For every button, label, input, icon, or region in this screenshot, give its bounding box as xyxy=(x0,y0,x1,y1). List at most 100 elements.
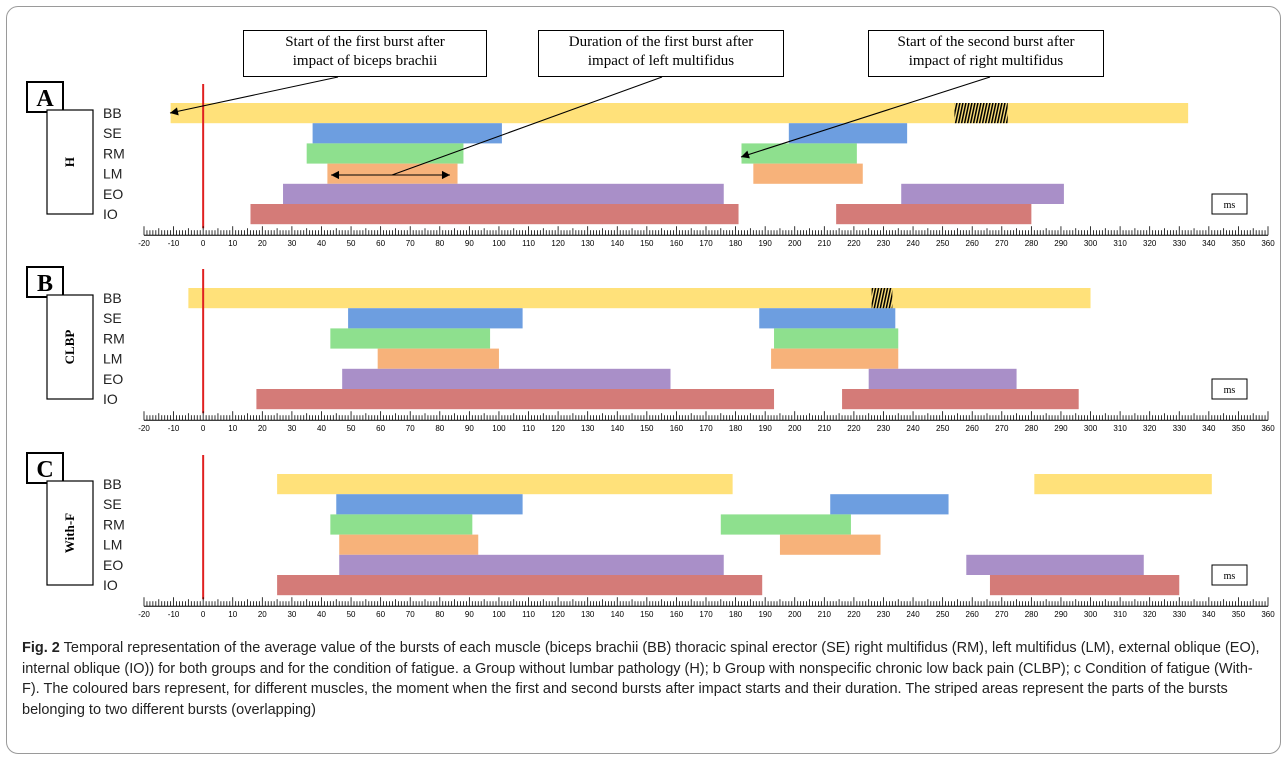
panel-letter: B xyxy=(37,271,53,297)
x-tick-label: 180 xyxy=(729,610,743,619)
x-tick-label: 40 xyxy=(317,610,326,619)
burst-bar-eo xyxy=(339,554,724,575)
burst-bar-rm xyxy=(330,514,473,535)
x-tick-label: 310 xyxy=(1113,610,1127,619)
x-tick-label: 110 xyxy=(522,239,535,248)
x-tick-label: 170 xyxy=(699,424,713,433)
x-tick-label: 300 xyxy=(1084,239,1098,248)
x-tick-label: 350 xyxy=(1232,239,1246,248)
x-tick-label: 20 xyxy=(258,239,267,248)
x-tick-label: 260 xyxy=(966,610,980,619)
x-tick-label: 30 xyxy=(287,239,296,248)
callout-leader-duration xyxy=(391,76,663,176)
panel-c: C With-F BB SE RM LM EO IO ms -20 -10 0 10 20 30 40 50 60… xyxy=(26,452,1275,619)
burst-bar-eo xyxy=(868,368,1017,389)
x-tick-label: 120 xyxy=(551,424,565,433)
x-tick-label: 290 xyxy=(1054,610,1068,619)
x-tick-label: 250 xyxy=(936,610,950,619)
x-tick-label: 40 xyxy=(317,239,326,248)
x-tick-label: 310 xyxy=(1113,424,1127,433)
x-tick-label: 270 xyxy=(995,610,1009,619)
x-tick-label: 150 xyxy=(640,610,654,619)
x-tick-label: 110 xyxy=(522,610,535,619)
x-tick-label: 70 xyxy=(406,424,415,433)
x-tick-label: 140 xyxy=(611,424,625,433)
x-tick-label: 190 xyxy=(758,610,772,619)
callout-arrow-start-first-head xyxy=(170,107,179,116)
x-tick-label: 60 xyxy=(376,424,385,433)
x-tick-label: 100 xyxy=(492,610,506,619)
group-label: H xyxy=(62,157,77,167)
x-tick-label: 140 xyxy=(611,610,625,619)
x-tick-label: 150 xyxy=(640,424,654,433)
x-tick-label: 360 xyxy=(1261,424,1275,433)
burst-bar-se xyxy=(348,308,523,329)
x-tick-label: 250 xyxy=(936,239,950,248)
callout-line-2: impact of biceps brachii xyxy=(292,53,438,69)
x-tick-label: 330 xyxy=(1173,424,1187,433)
figure-label: Fig. 2 xyxy=(22,640,60,656)
x-tick-label: 300 xyxy=(1084,610,1098,619)
burst-bar-lm xyxy=(327,163,458,184)
panel-letter-box xyxy=(26,81,64,113)
x-tick-label: 90 xyxy=(465,424,474,433)
burst-bar-eo xyxy=(901,183,1064,204)
x-tick-label: 80 xyxy=(435,610,444,619)
x-tick-label: 280 xyxy=(1025,239,1039,248)
x-tick-label: -20 xyxy=(138,239,150,248)
x-tick-label: 330 xyxy=(1173,239,1187,248)
callout-line-2: impact of left multifidus xyxy=(587,53,735,69)
x-tick-label: 320 xyxy=(1143,424,1157,433)
burst-bar-rm xyxy=(330,328,491,349)
muscle-label-se: SE xyxy=(103,310,122,326)
x-tick-label: 360 xyxy=(1261,239,1275,248)
x-tick-label: 0 xyxy=(201,239,206,248)
x-tick-label: 90 xyxy=(465,610,474,619)
burst-bar-bb xyxy=(1034,474,1212,495)
muscle-label-se: SE xyxy=(103,496,122,512)
burst-bar-rm xyxy=(774,328,899,349)
unit-label: ms xyxy=(1224,200,1236,211)
callout-line-2: impact of right multifidus xyxy=(908,53,1064,69)
x-tick-label: 50 xyxy=(347,424,356,433)
x-tick-label: 120 xyxy=(551,239,565,248)
x-tick-label: 190 xyxy=(758,239,772,248)
x-tick-label: 50 xyxy=(347,239,356,248)
burst-bar-se xyxy=(759,308,896,329)
muscle-label-rm: RM xyxy=(103,330,125,346)
duration-arrow-left-head xyxy=(331,170,340,180)
x-tick-label: 30 xyxy=(287,424,296,433)
group-label: CLBP xyxy=(62,330,77,365)
x-tick-label: 100 xyxy=(492,239,506,248)
x-tick-label: 130 xyxy=(581,610,595,619)
burst-bar-lm xyxy=(339,534,479,555)
x-tick-label: 360 xyxy=(1261,610,1275,619)
x-tick-label: -10 xyxy=(168,610,180,619)
x-tick-label: 200 xyxy=(788,610,802,619)
muscle-label-bb: BB xyxy=(103,290,122,306)
burst-bar-bb xyxy=(188,288,1091,309)
x-tick-label: 50 xyxy=(347,610,356,619)
muscle-label-bb: BB xyxy=(103,476,122,492)
burst-timeline-chart: A H BB SE RM LM EO IO ms -20 -10 0 10 20 30 40 50 60 70 80 9… xyxy=(26,76,1275,619)
x-tick-label: 280 xyxy=(1025,424,1039,433)
x-tick-label: 180 xyxy=(729,424,743,433)
burst-bar-io xyxy=(250,204,739,225)
x-tick-label: 240 xyxy=(906,239,920,248)
x-tick-label: 350 xyxy=(1232,610,1246,619)
burst-bar-eo xyxy=(283,183,724,204)
callout-line-1: Start of the second burst after xyxy=(897,34,1075,50)
x-tick-label: 160 xyxy=(670,239,684,248)
callout-start-second-burst: Start of the second burst after impact o… xyxy=(868,30,1104,77)
x-tick-label: 90 xyxy=(465,239,474,248)
overlap-stripes xyxy=(871,288,893,309)
burst-bar-lm xyxy=(779,534,881,555)
x-tick-label: 80 xyxy=(435,239,444,248)
x-tick-label: 280 xyxy=(1025,610,1039,619)
muscle-label-eo: EO xyxy=(103,186,123,202)
x-tick-label: 0 xyxy=(201,424,206,433)
x-tick-label: 120 xyxy=(551,610,565,619)
muscle-label-rm: RM xyxy=(103,516,125,532)
x-tick-label: 170 xyxy=(699,239,713,248)
x-tick-label: 220 xyxy=(847,610,861,619)
